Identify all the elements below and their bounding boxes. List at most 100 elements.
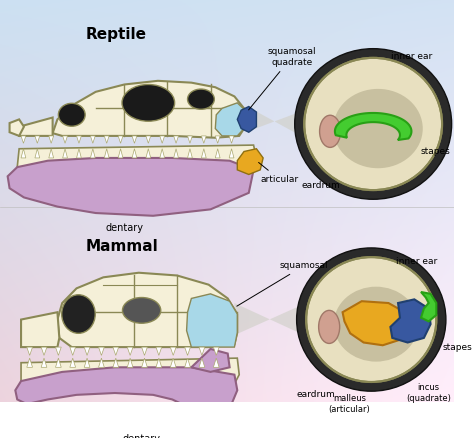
Text: stapes: stapes [420,147,450,156]
Polygon shape [188,136,192,143]
Text: stapes: stapes [442,343,472,352]
Ellipse shape [58,103,85,126]
Polygon shape [35,149,40,158]
Polygon shape [127,347,133,355]
Ellipse shape [122,297,161,323]
Polygon shape [146,136,151,143]
Polygon shape [118,149,123,158]
Polygon shape [160,136,164,143]
Polygon shape [55,347,61,355]
Polygon shape [118,136,123,143]
Text: dentary: dentary [123,434,161,438]
Ellipse shape [334,287,419,362]
Polygon shape [70,347,75,355]
Polygon shape [215,103,245,136]
Polygon shape [213,347,219,355]
Ellipse shape [188,89,214,109]
Polygon shape [185,358,191,367]
Ellipse shape [319,115,341,147]
Polygon shape [156,347,162,355]
Polygon shape [35,136,40,143]
Polygon shape [17,145,256,184]
Polygon shape [199,358,205,367]
Polygon shape [156,358,162,367]
Polygon shape [199,347,205,355]
Text: squamosal: squamosal [237,261,328,306]
Polygon shape [132,136,137,143]
Polygon shape [49,136,54,143]
Polygon shape [104,149,109,158]
Ellipse shape [122,85,174,121]
Polygon shape [201,149,206,158]
Ellipse shape [319,311,340,343]
Polygon shape [19,117,53,136]
Polygon shape [91,136,95,143]
Polygon shape [142,347,147,355]
Polygon shape [173,149,178,158]
Polygon shape [185,347,191,355]
Polygon shape [160,149,164,158]
Polygon shape [27,358,33,367]
Polygon shape [84,358,90,367]
Polygon shape [191,349,229,372]
Text: malleus
(articular): malleus (articular) [328,394,370,414]
Polygon shape [142,358,147,367]
Polygon shape [21,358,239,395]
Polygon shape [104,136,109,143]
Text: inner ear: inner ear [391,53,432,61]
Polygon shape [91,149,95,158]
Polygon shape [63,136,67,143]
Polygon shape [132,149,137,158]
Polygon shape [53,81,244,138]
Polygon shape [391,299,430,343]
Polygon shape [127,358,133,367]
Polygon shape [99,347,104,355]
Circle shape [297,248,446,391]
Polygon shape [229,136,234,143]
Polygon shape [113,358,118,367]
Polygon shape [170,347,176,355]
Polygon shape [113,347,118,355]
Polygon shape [251,108,304,138]
Polygon shape [421,292,437,321]
Circle shape [306,257,437,382]
Polygon shape [76,136,82,143]
Polygon shape [237,149,263,174]
Polygon shape [76,149,82,158]
Text: eardrum: eardrum [296,390,335,399]
Polygon shape [173,136,178,143]
Polygon shape [213,358,219,367]
Text: eardrum: eardrum [301,181,340,190]
Circle shape [304,58,442,190]
Text: articular: articular [259,162,299,184]
Polygon shape [187,294,237,347]
Polygon shape [8,158,254,216]
Polygon shape [57,273,237,347]
Polygon shape [170,358,176,367]
Polygon shape [55,358,61,367]
Text: Mammal: Mammal [86,239,159,254]
Polygon shape [63,149,67,158]
Ellipse shape [333,89,423,168]
Polygon shape [70,358,75,367]
Polygon shape [41,358,47,367]
Polygon shape [84,347,90,355]
Polygon shape [15,367,237,413]
Polygon shape [21,136,26,143]
Polygon shape [343,301,408,345]
Polygon shape [335,113,411,140]
Polygon shape [201,136,206,143]
Polygon shape [235,303,306,336]
Polygon shape [229,149,234,158]
Polygon shape [27,347,33,355]
Polygon shape [237,106,256,132]
Polygon shape [215,149,220,158]
Text: dentary: dentary [105,223,144,233]
Polygon shape [215,136,220,143]
Text: inner ear: inner ear [396,257,437,266]
Polygon shape [188,149,192,158]
Polygon shape [49,149,54,158]
Ellipse shape [62,295,95,333]
Text: squamosal
quadrate: squamosal quadrate [249,47,316,110]
Polygon shape [41,347,47,355]
